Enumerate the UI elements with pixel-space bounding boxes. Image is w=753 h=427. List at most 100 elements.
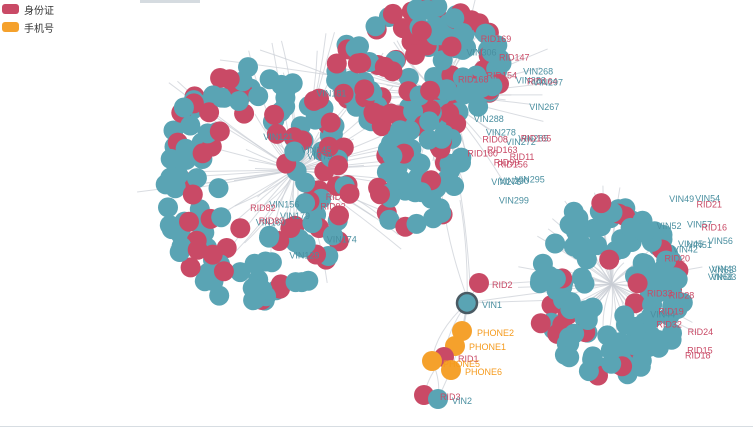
left-node-96[interactable] — [261, 252, 282, 273]
mid-node-55[interactable] — [410, 153, 431, 174]
top-node-132[interactable] — [403, 101, 424, 122]
left-node-140[interactable] — [202, 244, 223, 265]
left-node-141[interactable] — [209, 121, 230, 142]
left-node-154[interactable] — [228, 91, 249, 111]
right-node-135[interactable] — [624, 335, 644, 356]
left-node-155[interactable] — [291, 272, 312, 293]
top-node-94[interactable] — [365, 16, 386, 37]
left-node-136[interactable] — [264, 104, 285, 125]
mid-node-39[interactable] — [444, 176, 465, 196]
mid-node-56[interactable] — [406, 213, 427, 234]
node-phone6[interactable] — [441, 360, 461, 380]
left-node-132[interactable] — [158, 197, 178, 218]
top-node-134[interactable] — [347, 53, 368, 74]
top-node-129[interactable] — [374, 56, 395, 77]
mid-node-59[interactable] — [370, 184, 390, 205]
legend-item-0[interactable]: 身份证 — [2, 0, 54, 18]
top-node-77[interactable] — [456, 37, 477, 58]
left-node-168[interactable] — [192, 143, 213, 164]
node-phone2[interactable] — [452, 321, 472, 341]
left-node-146[interactable] — [199, 102, 220, 123]
left-node-123[interactable] — [320, 112, 341, 133]
top-node-88[interactable] — [326, 53, 347, 74]
right-node-127[interactable] — [587, 235, 607, 256]
left-node-149[interactable] — [213, 261, 234, 282]
top-node-135[interactable] — [380, 103, 401, 124]
top-node-138[interactable] — [420, 80, 441, 101]
left-node-62[interactable] — [248, 86, 269, 107]
mid-node-51[interactable] — [382, 146, 403, 166]
legend-item-1[interactable]: 手机号 — [2, 18, 54, 36]
left-node-166[interactable] — [318, 136, 339, 157]
right-node-149[interactable] — [634, 222, 655, 243]
left-node-39[interactable] — [208, 178, 229, 199]
left-node-162[interactable] — [160, 148, 181, 169]
mid-node-46[interactable] — [379, 209, 400, 230]
left-node-18[interactable] — [186, 168, 207, 189]
right-node-142[interactable] — [560, 299, 581, 320]
left-node-161[interactable] — [175, 138, 196, 159]
left-node-134[interactable] — [173, 97, 194, 118]
top-node-113[interactable] — [444, 8, 465, 29]
left-node-169[interactable] — [295, 233, 316, 254]
top-node-84[interactable] — [382, 3, 403, 24]
left-node-157[interactable] — [266, 123, 287, 144]
left-node-158[interactable] — [259, 225, 280, 246]
left-node-143[interactable] — [329, 205, 349, 226]
top-node-125[interactable] — [354, 79, 375, 100]
top-node-86[interactable] — [475, 23, 496, 44]
left-node-131[interactable] — [295, 193, 316, 214]
right-node-144[interactable] — [583, 218, 604, 239]
top-node-98[interactable] — [333, 83, 354, 104]
right-node-148[interactable] — [568, 208, 589, 229]
top-node-118[interactable] — [406, 0, 427, 20]
top-node-61[interactable] — [392, 18, 413, 39]
top-node-83[interactable] — [405, 44, 425, 65]
left-node-118[interactable] — [284, 141, 305, 162]
top-node-130[interactable] — [441, 36, 462, 57]
right-node-46[interactable] — [545, 233, 566, 254]
left-node-83[interactable] — [230, 218, 251, 239]
left-node-164[interactable] — [219, 69, 240, 90]
right-node-136[interactable] — [601, 353, 622, 374]
right-node-139[interactable] — [574, 273, 595, 294]
right-node-125[interactable] — [607, 336, 627, 357]
right-node-145[interactable] — [640, 306, 661, 327]
top-node-120[interactable] — [411, 20, 432, 41]
top-node-137[interactable] — [490, 49, 510, 70]
left-node-167[interactable] — [180, 115, 201, 136]
right-node-146[interactable] — [599, 249, 620, 270]
left-node-160[interactable] — [304, 90, 324, 111]
graph-nodes[interactable] — [155, 0, 693, 409]
node-phone5[interactable] — [422, 351, 442, 371]
left-node-165[interactable] — [242, 278, 263, 299]
mid-node-53[interactable] — [391, 169, 411, 190]
left-node-116[interactable] — [244, 253, 265, 274]
left-node-55[interactable] — [209, 285, 230, 306]
left-node-66[interactable] — [322, 225, 343, 246]
left-node-153[interactable] — [328, 155, 349, 176]
top-node-139[interactable] — [482, 76, 503, 97]
right-node-141[interactable] — [530, 313, 551, 334]
left-node-126[interactable] — [302, 213, 323, 234]
left-node-38[interactable] — [180, 257, 201, 278]
left-node-94[interactable] — [194, 271, 215, 292]
top-node-131[interactable] — [436, 79, 457, 100]
left-node-82[interactable] — [295, 172, 316, 193]
node-vin1[interactable] — [455, 291, 479, 315]
right-node-105[interactable] — [664, 300, 685, 321]
mid-node-44[interactable] — [440, 159, 461, 180]
node-rid2[interactable] — [469, 273, 489, 293]
left-node-101[interactable] — [179, 211, 199, 232]
right-node-113[interactable] — [656, 250, 677, 271]
left-node-151[interactable] — [211, 87, 232, 108]
top-node-133[interactable] — [453, 84, 474, 105]
mid-node-22[interactable] — [419, 111, 440, 132]
left-node-113[interactable] — [259, 69, 280, 90]
right-node-124[interactable] — [575, 300, 596, 321]
left-node-159[interactable] — [276, 79, 297, 99]
left-node-139[interactable] — [280, 218, 301, 238]
right-node-131[interactable] — [582, 346, 603, 367]
